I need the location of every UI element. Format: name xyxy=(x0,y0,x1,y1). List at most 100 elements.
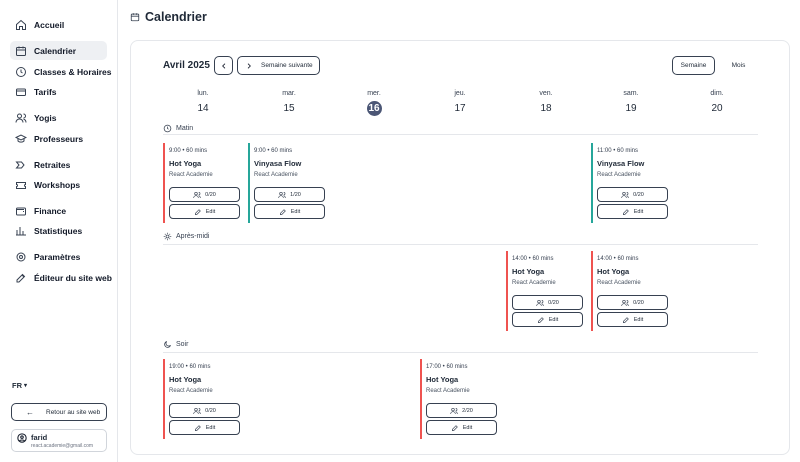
user-profile[interactable]: farid react.academie@gmail.com xyxy=(11,429,107,452)
section-label: Matin xyxy=(176,125,194,132)
class-card[interactable]: 9:00 • 60 mins Hot Yoga React Academie 0… xyxy=(163,143,241,223)
user-avatar-icon xyxy=(17,433,27,443)
sidebar-item-label: Statistiques xyxy=(34,225,83,236)
edit-icon xyxy=(194,208,201,215)
edit-label: Edit xyxy=(462,424,473,431)
users-icon xyxy=(278,191,286,198)
sidebar-item-classes[interactable]: Classes & Horaires xyxy=(10,62,112,81)
section-label: Après-midi xyxy=(176,233,210,240)
day-header: jeu. 17 xyxy=(430,90,490,116)
class-edit-button[interactable]: Edit xyxy=(597,312,668,327)
class-time: 14:00 • 60 mins xyxy=(512,256,554,262)
current-month: Avril 2025 xyxy=(163,60,210,71)
ticket-icon xyxy=(16,181,26,189)
class-card[interactable]: 14:00 • 60 mins Hot Yoga React Academie … xyxy=(506,251,584,331)
sidebar-item-yogis[interactable]: Yogis xyxy=(10,108,107,127)
class-card[interactable]: 17:00 • 60 mins Hot Yoga React Academie … xyxy=(420,359,498,439)
month-view-button[interactable]: Mois xyxy=(731,62,746,69)
previous-week-button[interactable] xyxy=(214,56,233,75)
sidebar-item-tarifs[interactable]: Tarifs xyxy=(10,82,107,101)
sidebar-item-calendrier[interactable]: Calendrier xyxy=(10,41,107,60)
class-attendees-button[interactable]: 1/20 xyxy=(254,187,325,202)
sun-icon xyxy=(163,232,172,241)
day-name: mar. xyxy=(282,90,296,97)
route-icon xyxy=(15,161,25,168)
sidebar-item-professeurs[interactable]: Professeurs xyxy=(10,129,107,148)
moon-icon xyxy=(164,341,171,348)
class-attendees-button[interactable]: 0/20 xyxy=(169,403,240,418)
class-capacity: 0/20 xyxy=(548,299,559,306)
class-attendees-button[interactable]: 0/20 xyxy=(597,187,668,202)
day-header: sam. 19 xyxy=(601,90,661,116)
class-studio: React Academie xyxy=(512,280,556,286)
edit-label: Edit xyxy=(290,208,301,215)
chevron-left-icon xyxy=(221,62,225,69)
class-card[interactable]: 9:00 • 60 mins Vinyasa Flow React Academ… xyxy=(248,143,326,223)
class-studio: React Academie xyxy=(426,388,470,394)
graduation-cap-icon xyxy=(15,133,27,143)
class-edit-button[interactable]: Edit xyxy=(254,204,325,219)
class-card[interactable]: 11:00 • 60 mins Vinyasa Flow React Acade… xyxy=(591,143,669,223)
class-card[interactable]: 14:00 • 60 mins Hot Yoga React Academie … xyxy=(591,251,669,331)
edit-icon xyxy=(279,208,286,215)
sidebar-item-retraites[interactable]: Retraites xyxy=(10,155,107,174)
day-header: mer. 16 xyxy=(344,90,404,116)
class-name: Hot Yoga xyxy=(426,375,459,384)
sidebar-item-label: Éditeur du site web xyxy=(34,272,112,283)
back-to-website-button[interactable]: ← Retour au site web xyxy=(11,403,107,421)
class-capacity: 2/20 xyxy=(462,407,473,414)
gear-icon xyxy=(16,252,26,261)
sidebar-item-label: Yogis xyxy=(34,112,57,123)
section-afternoon: Après-midi xyxy=(163,232,209,241)
sidebar-item-finance[interactable]: Finance xyxy=(10,201,107,220)
class-time: 14:00 • 60 mins xyxy=(597,256,639,262)
day-date-today: 16 xyxy=(366,101,382,116)
day-name: mer. xyxy=(367,90,381,97)
edit-icon xyxy=(622,316,629,323)
edit-icon xyxy=(451,424,458,431)
class-capacity: 0/20 xyxy=(205,407,216,414)
sidebar-item-workshops[interactable]: Workshops xyxy=(10,175,107,194)
class-attendees-button[interactable]: 0/20 xyxy=(597,295,668,310)
class-capacity: 0/20 xyxy=(205,191,216,198)
class-capacity: 0/20 xyxy=(633,191,644,198)
next-week-button[interactable]: Semaine suivante xyxy=(237,56,320,75)
class-edit-button[interactable]: Edit xyxy=(426,420,497,435)
sidebar-item-editeur[interactable]: Éditeur du site web xyxy=(10,268,112,287)
class-card[interactable]: 19:00 • 60 mins Hot Yoga React Academie … xyxy=(163,359,241,439)
sidebar: Accueil Calendrier Classes & Horaires Ta… xyxy=(0,0,118,462)
divider xyxy=(163,244,758,245)
day-header: ven. 18 xyxy=(516,90,576,116)
edit-label: Edit xyxy=(205,208,216,215)
calendar-icon xyxy=(130,13,140,22)
day-date: 14 xyxy=(197,103,209,114)
page-header: Calendrier xyxy=(130,10,207,24)
class-name: Vinyasa Flow xyxy=(254,159,302,168)
class-attendees-button[interactable]: 0/20 xyxy=(512,295,583,310)
class-attendees-button[interactable]: 0/20 xyxy=(169,187,240,202)
sidebar-item-accueil[interactable]: Accueil xyxy=(10,15,107,34)
user-name: farid xyxy=(31,433,48,442)
edit-label: Edit xyxy=(548,316,559,323)
users-icon xyxy=(193,191,201,198)
week-view-button[interactable]: Semaine xyxy=(672,56,715,75)
sidebar-item-parametres[interactable]: Paramètres xyxy=(10,247,107,266)
day-name: ven. xyxy=(539,90,553,97)
class-studio: React Academie xyxy=(169,172,213,178)
language-selector[interactable]: FR ▾ xyxy=(12,381,27,390)
class-edit-button[interactable]: Edit xyxy=(169,204,240,219)
sidebar-item-statistiques[interactable]: Statistiques xyxy=(10,221,107,240)
class-edit-button[interactable]: Edit xyxy=(512,312,583,327)
day-name: dim. xyxy=(710,90,724,97)
users-icon xyxy=(450,407,458,414)
class-edit-button[interactable]: Edit xyxy=(597,204,668,219)
section-evening: Soir xyxy=(163,340,188,349)
user-email: react.academie@gmail.com xyxy=(31,443,94,449)
class-studio: React Academie xyxy=(254,172,298,178)
class-attendees-button[interactable]: 2/20 xyxy=(426,403,497,418)
back-button-label: Retour au site web xyxy=(46,408,101,416)
section-label: Soir xyxy=(176,341,189,348)
day-name: sam. xyxy=(623,90,639,97)
class-edit-button[interactable]: Edit xyxy=(169,420,240,435)
section-morning: Matin xyxy=(163,124,193,133)
